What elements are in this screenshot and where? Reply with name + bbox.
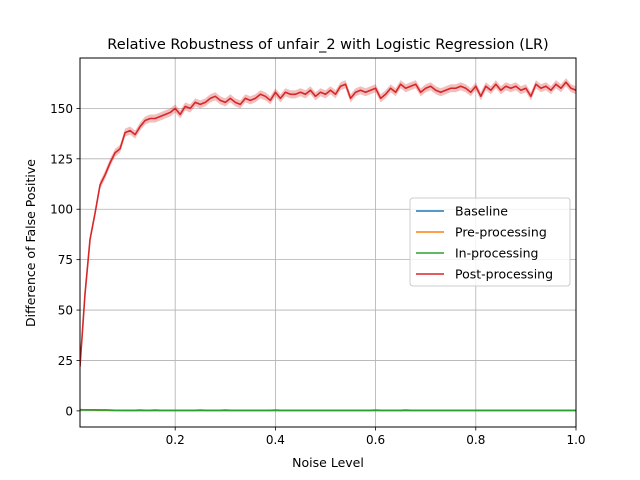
y-tick-label: 100	[50, 203, 73, 217]
y-tick-label: 50	[58, 304, 73, 318]
x-tick-label: 0.2	[166, 433, 185, 447]
y-tick-label: 150	[50, 102, 73, 116]
x-tick-label: 0.4	[266, 433, 285, 447]
x-axis-label: Noise Level	[292, 455, 364, 470]
plot-frame	[79, 57, 577, 428]
axis-ticks: 0.2 0.4 0.6 0.8 1.0 0 25 50 75 100 125 150	[50, 102, 585, 447]
legend-box	[409, 197, 571, 287]
plot-series	[80, 78, 576, 412]
x-tick-label: 0.8	[466, 433, 485, 447]
series-line-post-processing	[80, 81, 576, 367]
legend-label-post-processing: Post-processing	[455, 267, 553, 282]
legend: Baseline Pre-processing In-processing Post-…	[409, 197, 571, 287]
x-tick-label: 1.0	[566, 433, 585, 447]
legend-label-pre-processing: Pre-processing	[455, 225, 547, 240]
y-tick-label: 125	[50, 152, 73, 166]
series-line-in-processing	[80, 408, 576, 412]
y-tick-label: 75	[58, 253, 73, 267]
y-tick-label: 25	[58, 354, 73, 368]
chart-title: Relative Robustness of unfair_2 with Log…	[107, 37, 548, 53]
legend-label-in-processing: In-processing	[455, 246, 538, 261]
x-tick-label: 0.6	[366, 433, 385, 447]
y-axis-label: Difference of False Positive	[23, 159, 38, 327]
series-group	[80, 78, 576, 412]
y-tick-label: 0	[65, 404, 73, 418]
legend-label-baseline: Baseline	[455, 204, 508, 219]
